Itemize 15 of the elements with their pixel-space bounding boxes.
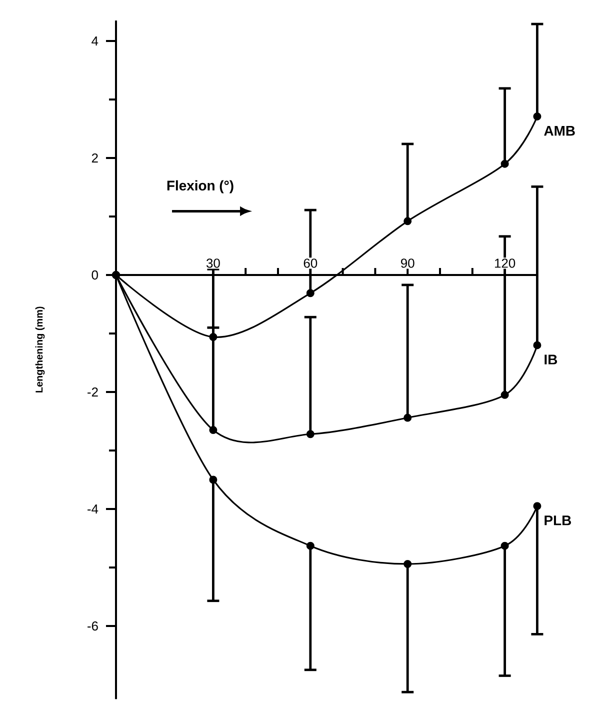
y-axis-title: Lengthening (mm)	[35, 306, 45, 392]
y-tick-label: 0	[92, 270, 98, 280]
y-tick-label: -2	[88, 387, 98, 397]
y-tick-label: 4	[92, 36, 98, 46]
x-tick-label: 30	[206, 258, 220, 268]
series-label: AMB	[544, 126, 575, 136]
x-tick-label: 120	[494, 258, 516, 268]
y-tick-label: -6	[88, 621, 98, 631]
x-tick-label: 60	[304, 258, 318, 268]
y-tick-label: -4	[88, 504, 98, 514]
x-tick-label: 90	[401, 258, 414, 268]
series-label: PLB	[544, 516, 571, 526]
y-tick-label: 2	[92, 153, 98, 163]
x-axis-title: Flexion (°)	[167, 180, 234, 194]
series-label: IB	[544, 354, 558, 364]
